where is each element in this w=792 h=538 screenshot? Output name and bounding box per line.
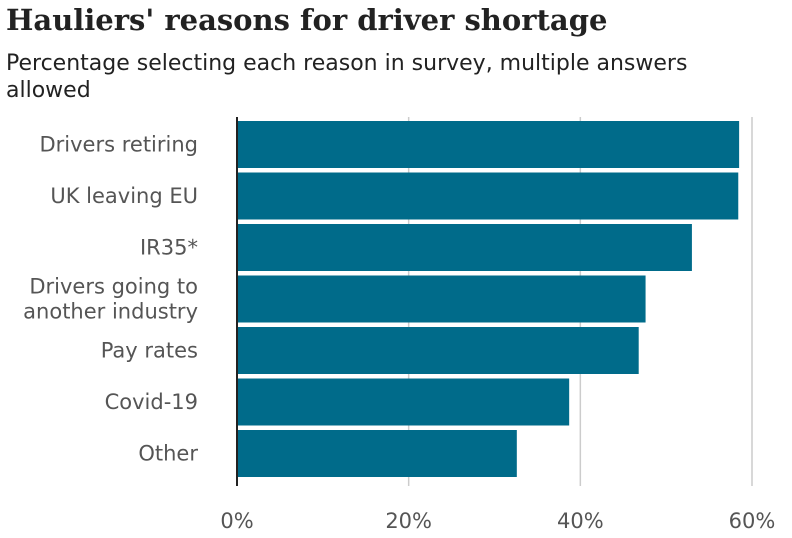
chart-subtitle: Percentage selecting each reason in surv…: [6, 51, 688, 103]
category-label-3: Drivers going to another industry: [23, 275, 198, 324]
bar-6: [237, 430, 517, 477]
category-label-0: Drivers retiring: [39, 133, 198, 157]
category-label-5: Covid-19: [105, 390, 198, 414]
x-tick-label-40: 40%: [557, 509, 604, 533]
bar-3: [237, 275, 646, 323]
bar-0: [237, 121, 740, 168]
category-labels: Drivers retiring UK leaving EU IR35* Driver…: [23, 133, 198, 466]
bars: [237, 121, 740, 477]
category-label-1: UK leaving EU: [50, 184, 198, 208]
bar-4: [237, 327, 639, 374]
bar-2: [237, 224, 692, 271]
x-tick-label-60: 60%: [729, 509, 776, 533]
bar-1: [237, 172, 739, 220]
category-label-2: IR35*: [140, 236, 198, 260]
bar-5: [237, 378, 570, 426]
x-tick-label-20: 20%: [385, 509, 432, 533]
category-label-4: Pay rates: [101, 339, 198, 363]
category-label-6: Other: [138, 442, 198, 466]
x-tick-label-0: 0%: [220, 509, 253, 533]
x-tick-labels: 0% 20% 40% 60%: [220, 509, 775, 533]
chart-title: Hauliers' reasons for driver shortage: [6, 3, 608, 37]
